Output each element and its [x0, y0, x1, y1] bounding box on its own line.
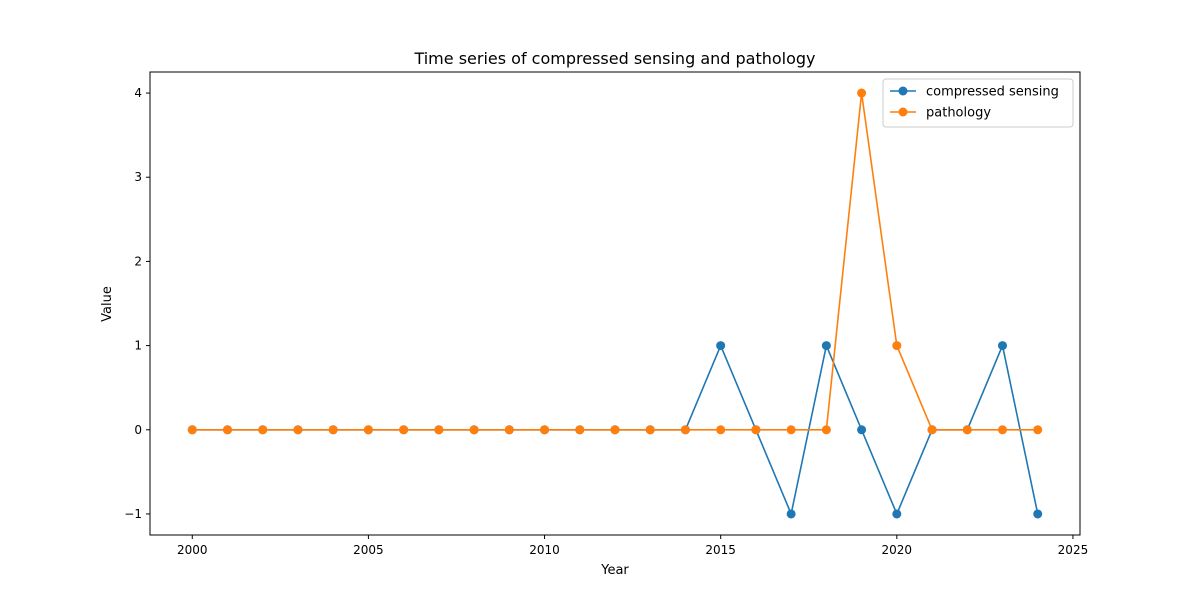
data-point [786, 425, 796, 435]
data-point [469, 425, 479, 435]
chart-title: Time series of compressed sensing and pa… [413, 49, 815, 68]
data-point [504, 425, 514, 435]
y-tick-label: 3 [134, 170, 142, 184]
data-point [328, 425, 338, 435]
data-point [575, 425, 585, 435]
data-point [716, 341, 726, 351]
y-tick-label: 2 [134, 254, 142, 268]
x-tick-label: 2010 [529, 543, 560, 557]
x-tick-label: 2020 [882, 543, 913, 557]
data-point [751, 425, 761, 435]
data-point [680, 425, 690, 435]
plot-area-frame [149, 71, 1081, 536]
plot-series [187, 88, 1043, 519]
legend-marker [898, 86, 908, 96]
data-point [927, 425, 937, 435]
data-point [892, 341, 902, 351]
data-point [1033, 425, 1043, 435]
legend-label: pathology [926, 106, 991, 121]
y-tick-label: 0 [134, 423, 142, 437]
data-point [223, 425, 232, 435]
data-point [786, 509, 796, 519]
data-point [434, 425, 444, 435]
data-point [857, 425, 867, 435]
data-point [892, 509, 902, 519]
legend: compressed sensing pathology [882, 78, 1074, 128]
series-1 [187, 88, 1043, 435]
axis-ticks: 2000 2005 2010 2015 2020 2025 −1 0 1 2 3 4 [124, 86, 1088, 557]
y-tick-label: 4 [134, 86, 142, 100]
data-point [645, 425, 655, 435]
y-tick-label: −1 [124, 507, 142, 521]
data-point [998, 425, 1007, 435]
data-point [716, 425, 726, 435]
data-point [821, 425, 831, 435]
data-point [857, 88, 867, 98]
data-point [998, 341, 1007, 351]
y-axis-label: Value [100, 286, 115, 322]
y-tick-label: 1 [134, 339, 142, 353]
series-line [192, 92, 1038, 431]
data-point [821, 341, 831, 351]
data-point [363, 425, 373, 435]
data-point [962, 425, 972, 435]
legend-label: compressed sensing [926, 85, 1059, 100]
x-tick-label: 2015 [705, 543, 736, 557]
legend-marker [898, 107, 908, 117]
data-point [610, 425, 620, 435]
data-point [1033, 509, 1043, 519]
x-tick-label: 2005 [353, 543, 384, 557]
data-point [399, 425, 409, 435]
x-axis-label: Year [600, 563, 629, 578]
data-point [540, 425, 550, 435]
data-point [187, 425, 197, 435]
data-point [258, 425, 268, 435]
legend-box [882, 78, 1074, 128]
x-tick-label: 2000 [177, 543, 208, 557]
data-point [293, 425, 303, 435]
x-tick-label: 2025 [1058, 543, 1089, 557]
